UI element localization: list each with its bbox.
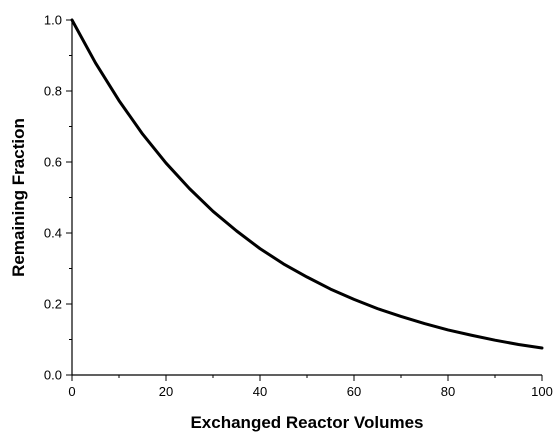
y-tick-label: 0.6 [44, 155, 62, 170]
x-tick-label: 80 [441, 384, 455, 399]
x-tick-label: 0 [68, 384, 75, 399]
x-ticks: 0 20 40 60 80 100 [68, 375, 553, 399]
x-tick-label: 60 [347, 384, 361, 399]
y-tick-label: 0.2 [44, 297, 62, 312]
x-axis-title: Exchanged Reactor Volumes [190, 413, 423, 432]
y-tick-label: 0.8 [44, 84, 62, 99]
x-tick-label: 40 [253, 384, 267, 399]
y-tick-label: 1.0 [44, 13, 62, 28]
axes [71, 20, 542, 376]
y-tick-label: 0.0 [44, 368, 62, 383]
x-tick-label: 20 [159, 384, 173, 399]
x-tick-label: 100 [531, 384, 553, 399]
y-axis-title: Remaining Fraction [9, 118, 28, 277]
y-ticks: 0.0 0.2 0.4 0.6 0.8 1.0 [44, 13, 72, 383]
remaining-fraction-curve [70, 18, 544, 350]
y-tick-label: 0.4 [44, 226, 62, 241]
